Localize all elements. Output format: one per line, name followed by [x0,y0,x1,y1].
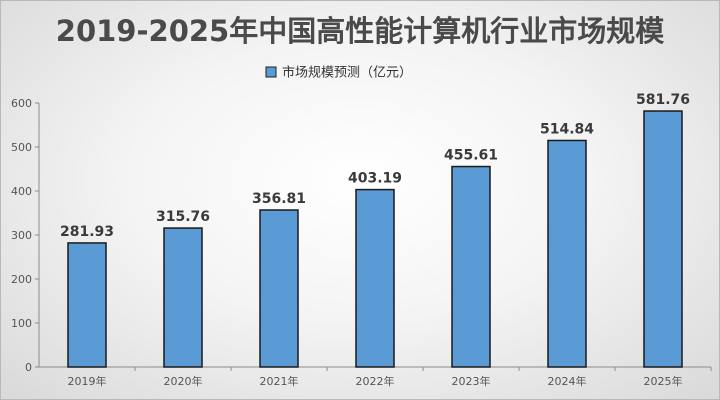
data-labels: 281.93 315.76 356.81 403.19 455.61 514.84 581.… [60,92,690,240]
data-label: 281.93 [60,224,114,240]
bars [67,110,683,368]
bar-2020年 [163,227,203,368]
legend-label: 市场规模预测（亿元） [282,65,412,81]
y-tick-label: 400 [11,185,32,198]
legend: 市场规模预测（亿元） [265,65,412,81]
x-tick-label: 2024年 [548,374,587,388]
y-tick-label: 0 [25,361,32,374]
y-axis: 0 100 200 300 400 500 600 [11,97,40,374]
bar-2023年 [451,165,491,368]
x-tick-label: 2022年 [356,374,395,388]
y-tick-label: 300 [11,229,32,242]
bar-2021年 [259,209,299,368]
data-label: 315.76 [156,209,210,225]
x-tick-label: 2021年 [260,374,299,388]
x-axis: 2019年 2020年 2021年 2022年 2023年 2024年 2025年 [39,366,712,388]
y-tick-label: 100 [11,317,32,330]
data-label: 514.84 [540,121,594,137]
data-label: 581.76 [636,92,690,108]
y-tick-label: 600 [11,97,32,110]
bar-2024年 [547,139,587,368]
x-tick-label: 2023年 [452,374,491,388]
data-label: 356.81 [252,191,306,207]
y-tick-label: 500 [11,141,32,154]
bar-2022年 [355,188,395,368]
x-tick-label: 2020年 [164,374,203,388]
y-tick-label: 200 [11,273,32,286]
legend-swatch [265,66,277,78]
data-label: 403.19 [348,171,402,187]
x-tick-label: 2019年 [68,374,107,388]
x-tick-label: 2025年 [644,374,683,388]
chart-title: 2019-2025年中国高性能计算机行业市场规模 [56,14,665,48]
bar-2025年 [643,110,683,368]
bar-2019年 [67,242,107,368]
data-label: 455.61 [444,148,498,164]
